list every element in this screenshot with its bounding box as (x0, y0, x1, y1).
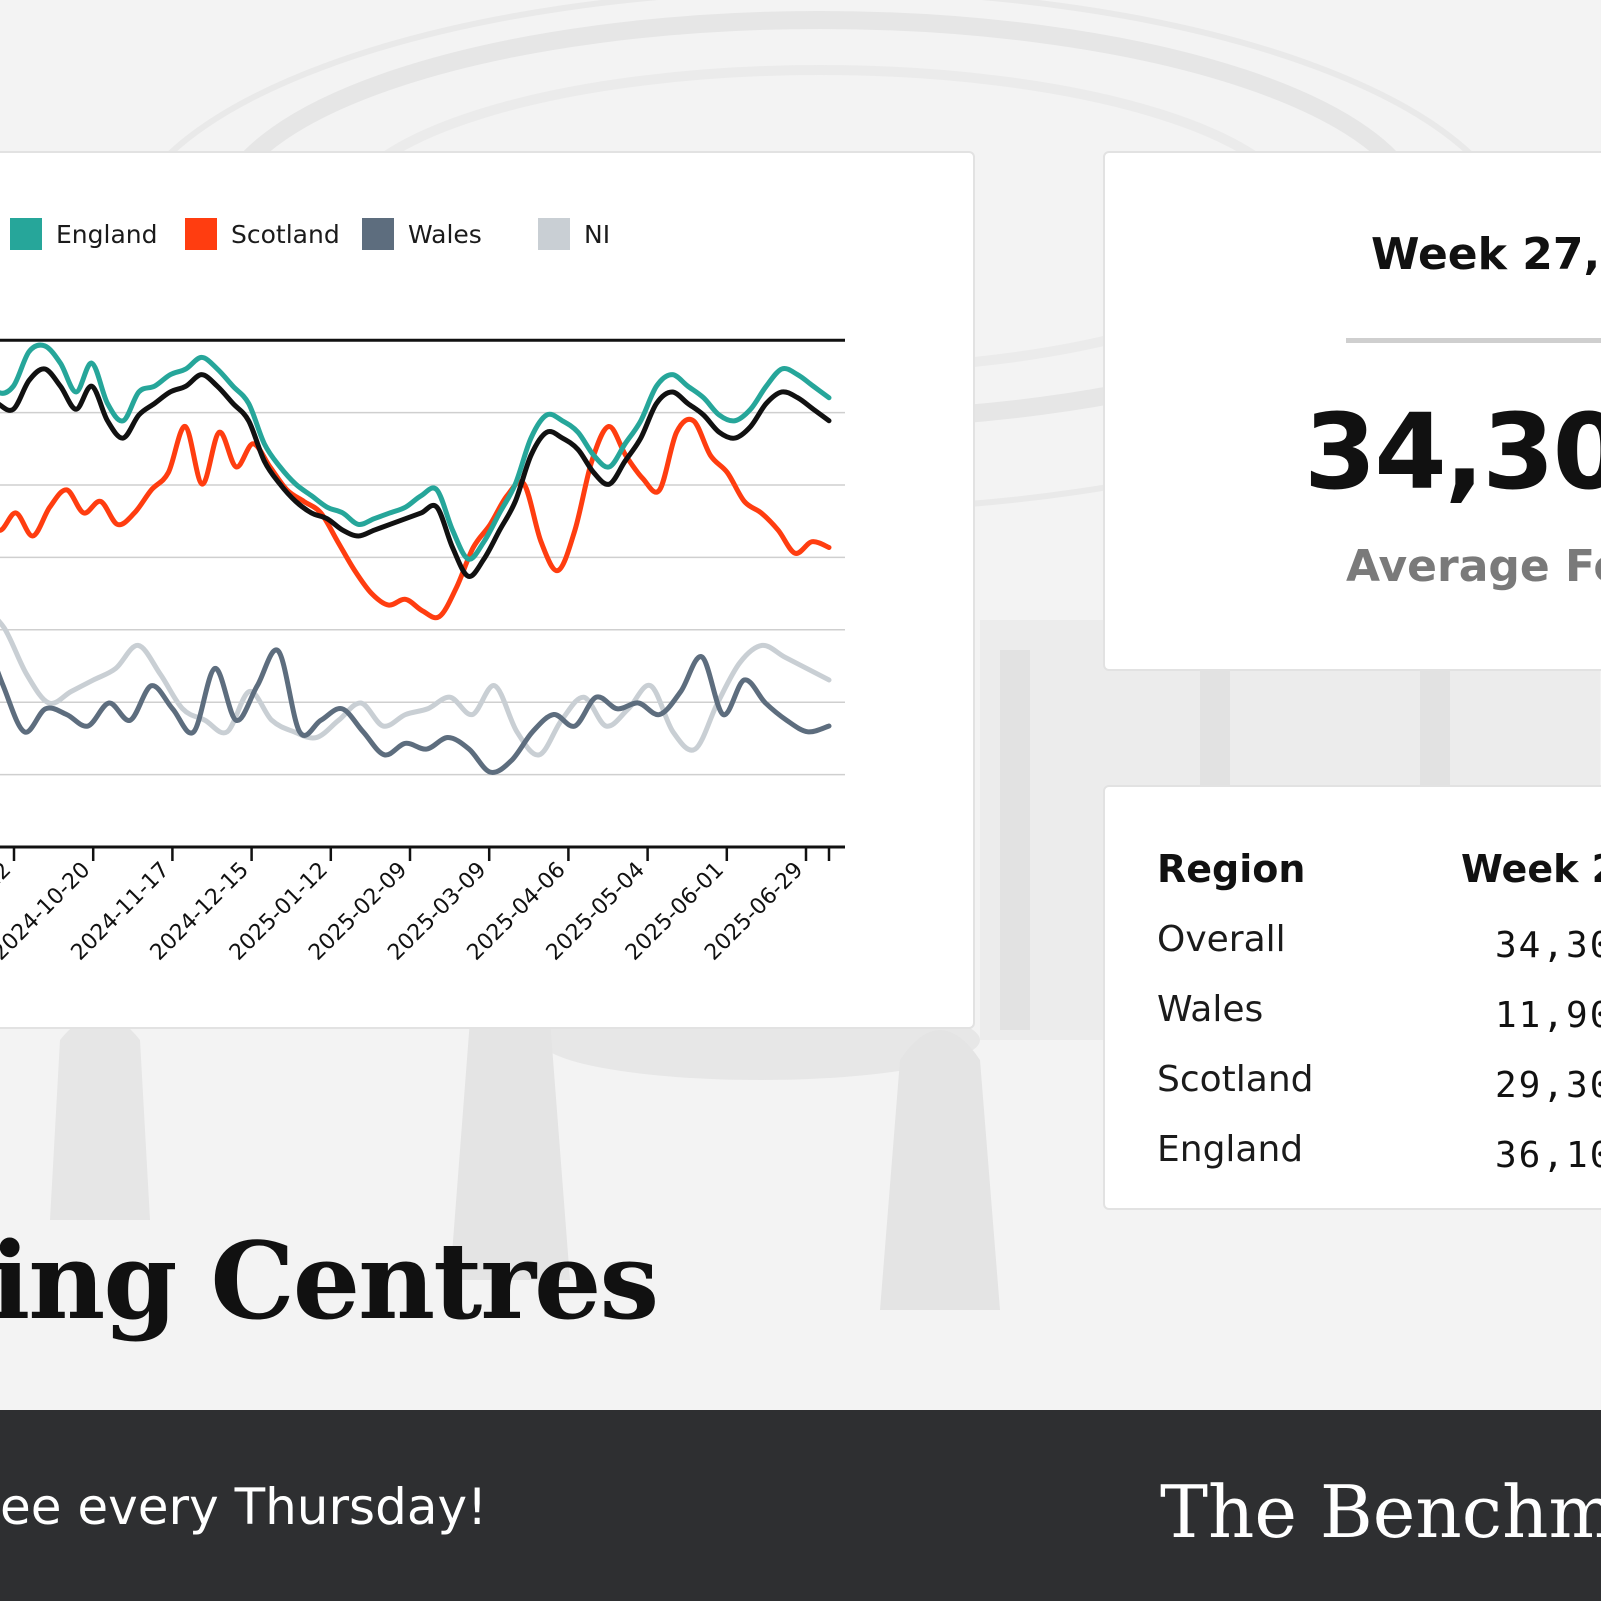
legend-label: England (56, 219, 158, 249)
table-header-week: Week 2 (1461, 847, 1601, 891)
brand-logo: The Benchma (1160, 1470, 1601, 1554)
kpi-card: Week 27, 2 34,300 Average Fo (1103, 151, 1601, 671)
series-line-ni (0, 618, 832, 758)
table-cell-value: 11,90 (1495, 995, 1601, 1036)
line-chart: 2024-09-222024-10-202024-11-172024-12-15… (0, 338, 845, 966)
table-cell-value: 29,30 (1495, 1065, 1601, 1106)
legend-label: Scotland (231, 219, 340, 249)
legend-item: Wales (362, 218, 482, 250)
table-header-region: Region (1157, 847, 1306, 891)
legend-item: NI (538, 218, 610, 250)
series-line-england (0, 342, 832, 562)
table-cell-region: England (1157, 1129, 1304, 1170)
footer-note: ee every Thursday! (0, 1478, 488, 1536)
legend-swatch (362, 218, 394, 250)
legend-swatch (185, 218, 217, 250)
kpi-label: Average Fo (1346, 541, 1601, 592)
legend-swatch (10, 218, 42, 250)
chart-card: 2024-09-22 2024-10-20 2024-11-17 2024-12-15… (0, 151, 975, 1029)
series-line-overall (0, 366, 832, 579)
legend-label: Wales (408, 219, 482, 249)
legend-label: NI (584, 219, 611, 249)
region-table: Region Week 2 Overall 34,30 Wales 11,90 … (1103, 785, 1601, 1210)
series-line-scotland (0, 416, 832, 621)
legend-swatch (538, 218, 570, 250)
table-cell-value: 34,30 (1495, 925, 1601, 966)
footer-bar: ee every Thursday! The Benchma (0, 1410, 1601, 1601)
kpi-value: 34,300 (1304, 391, 1601, 513)
page-headline: ing Centres (0, 1218, 659, 1343)
table-cell-region: Wales (1157, 989, 1264, 1030)
legend-item: England (10, 218, 158, 250)
table-cell-region: Overall (1157, 919, 1286, 960)
kpi-week: Week 27, 2 (1371, 229, 1601, 280)
kpi-divider (1346, 338, 1601, 343)
series-line-wales (0, 647, 832, 775)
table-cell-value: 36,10 (1495, 1135, 1601, 1176)
table-cell-region: Scotland (1157, 1059, 1314, 1100)
legend-item: Scotland (185, 218, 340, 250)
